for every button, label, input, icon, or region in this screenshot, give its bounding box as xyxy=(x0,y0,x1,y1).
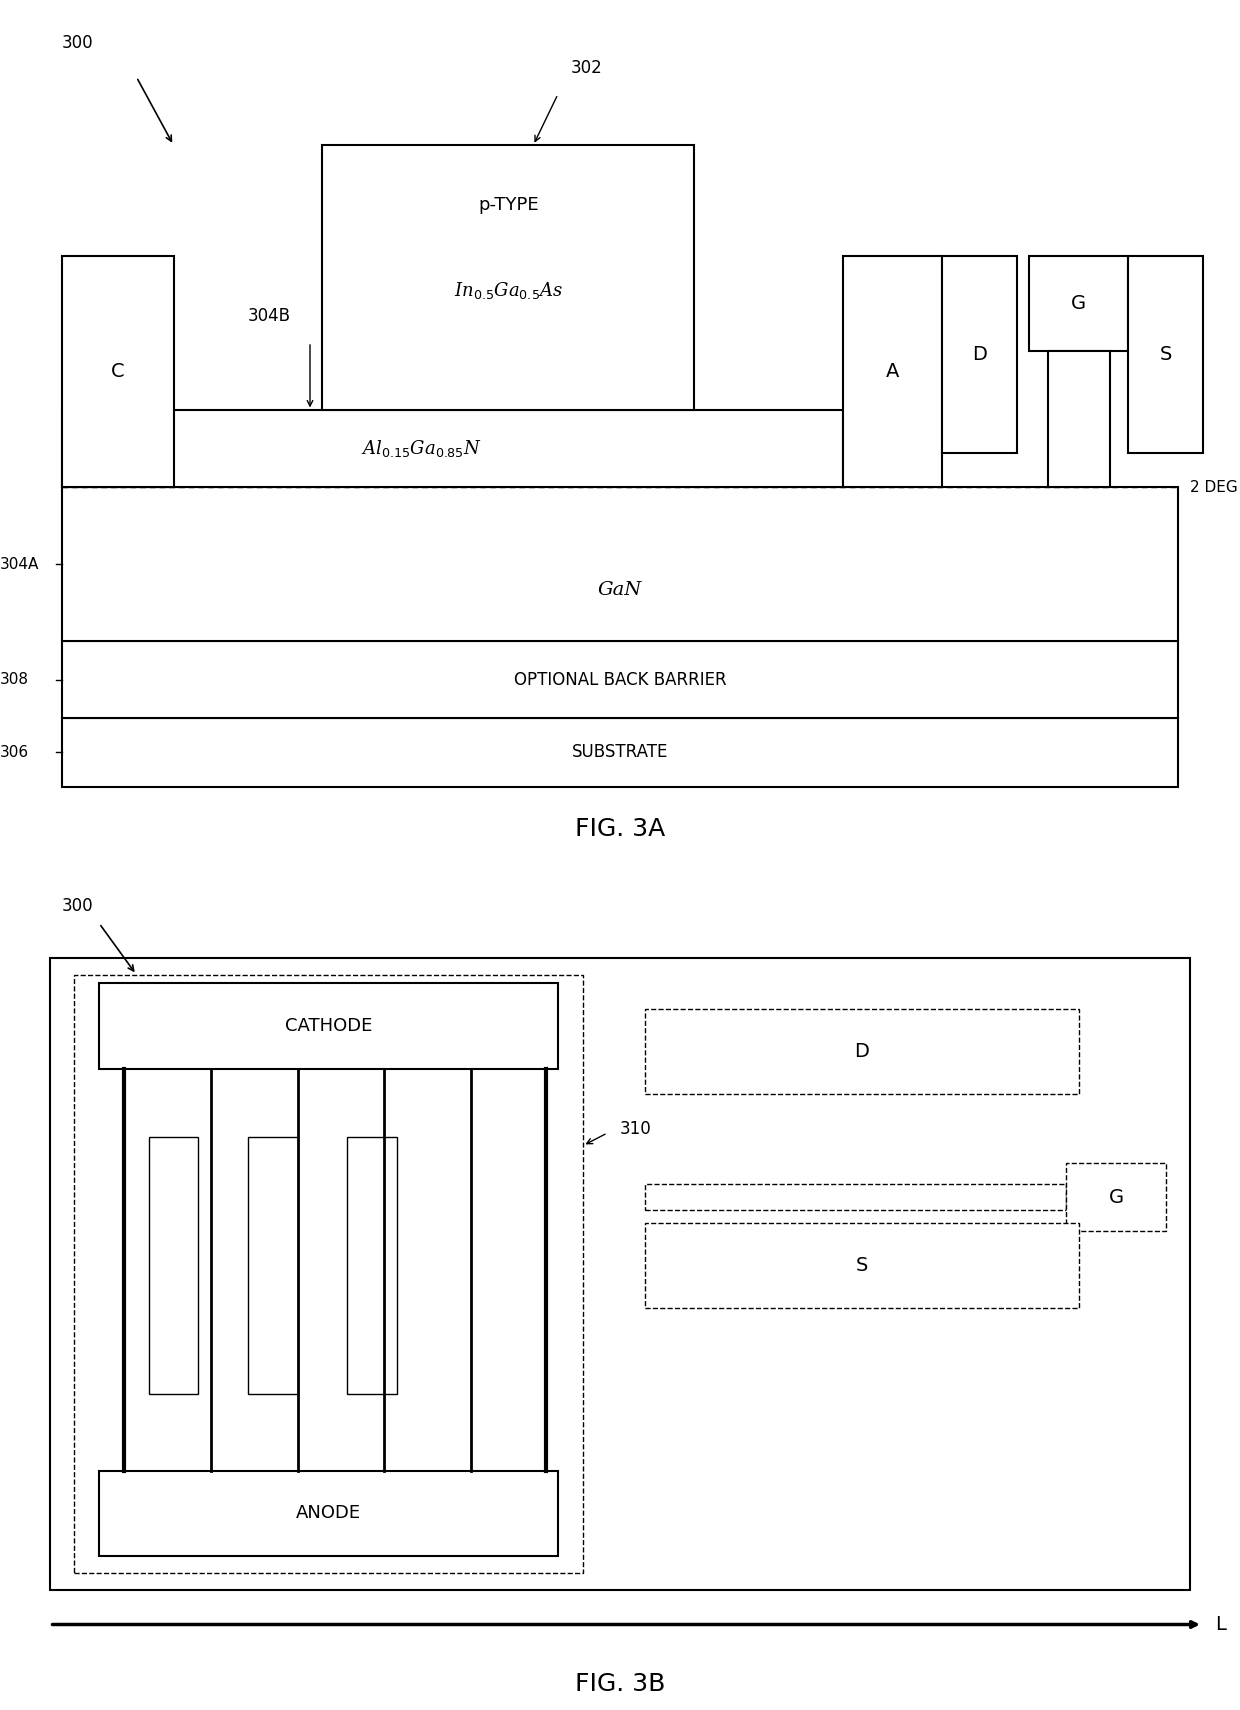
Bar xyxy=(62,410,843,487)
Text: FIG. 3A: FIG. 3A xyxy=(575,817,665,841)
Text: 302: 302 xyxy=(570,60,603,77)
Text: OPTIONAL BACK BARRIER: OPTIONAL BACK BARRIER xyxy=(513,670,727,689)
Text: p-TYPE: p-TYPE xyxy=(479,197,538,214)
Bar xyxy=(1066,1163,1166,1231)
Text: SUBSTRATE: SUBSTRATE xyxy=(572,744,668,761)
Text: S: S xyxy=(1159,345,1172,364)
Text: 310: 310 xyxy=(620,1120,652,1137)
Bar xyxy=(99,1471,558,1556)
Text: 304A: 304A xyxy=(0,557,40,571)
Bar xyxy=(74,975,583,1573)
Text: C: C xyxy=(112,363,124,381)
Bar xyxy=(843,256,942,487)
Bar xyxy=(149,1137,198,1394)
Text: D: D xyxy=(854,1041,869,1062)
Text: GaN: GaN xyxy=(598,581,642,598)
Text: CATHODE: CATHODE xyxy=(285,1017,372,1035)
Bar xyxy=(1029,256,1128,351)
Text: 300: 300 xyxy=(62,34,94,51)
Bar xyxy=(62,641,1178,718)
Bar xyxy=(645,1009,1079,1094)
Bar xyxy=(99,983,558,1069)
Bar xyxy=(62,718,1178,787)
Bar xyxy=(942,256,1017,453)
Bar xyxy=(645,1223,1079,1308)
Text: 304B: 304B xyxy=(248,308,291,325)
Text: D: D xyxy=(972,345,987,364)
Text: In$_{0.5}$Ga$_{0.5}$As: In$_{0.5}$Ga$_{0.5}$As xyxy=(454,280,563,301)
Bar xyxy=(347,1137,397,1394)
Bar xyxy=(50,958,1190,1590)
Bar xyxy=(62,256,174,487)
Text: 306: 306 xyxy=(0,746,29,759)
Bar xyxy=(1048,351,1110,487)
Text: 2 DEG: 2 DEG xyxy=(1190,481,1239,494)
Text: G: G xyxy=(1071,294,1086,313)
Text: 300: 300 xyxy=(62,898,94,915)
Bar xyxy=(1128,256,1203,453)
Text: Al$_{0.15}$Ga$_{0.85}$N: Al$_{0.15}$Ga$_{0.85}$N xyxy=(361,438,482,460)
Text: S: S xyxy=(856,1255,868,1276)
Text: G: G xyxy=(1109,1187,1123,1207)
Text: A: A xyxy=(887,363,899,381)
Text: 308: 308 xyxy=(0,672,29,687)
Bar xyxy=(62,487,1178,641)
Text: FIG. 3B: FIG. 3B xyxy=(575,1672,665,1696)
Bar xyxy=(248,1137,298,1394)
Text: ANODE: ANODE xyxy=(296,1505,361,1522)
Text: L: L xyxy=(1215,1614,1226,1635)
Bar xyxy=(645,1183,1066,1211)
Bar xyxy=(322,145,694,410)
